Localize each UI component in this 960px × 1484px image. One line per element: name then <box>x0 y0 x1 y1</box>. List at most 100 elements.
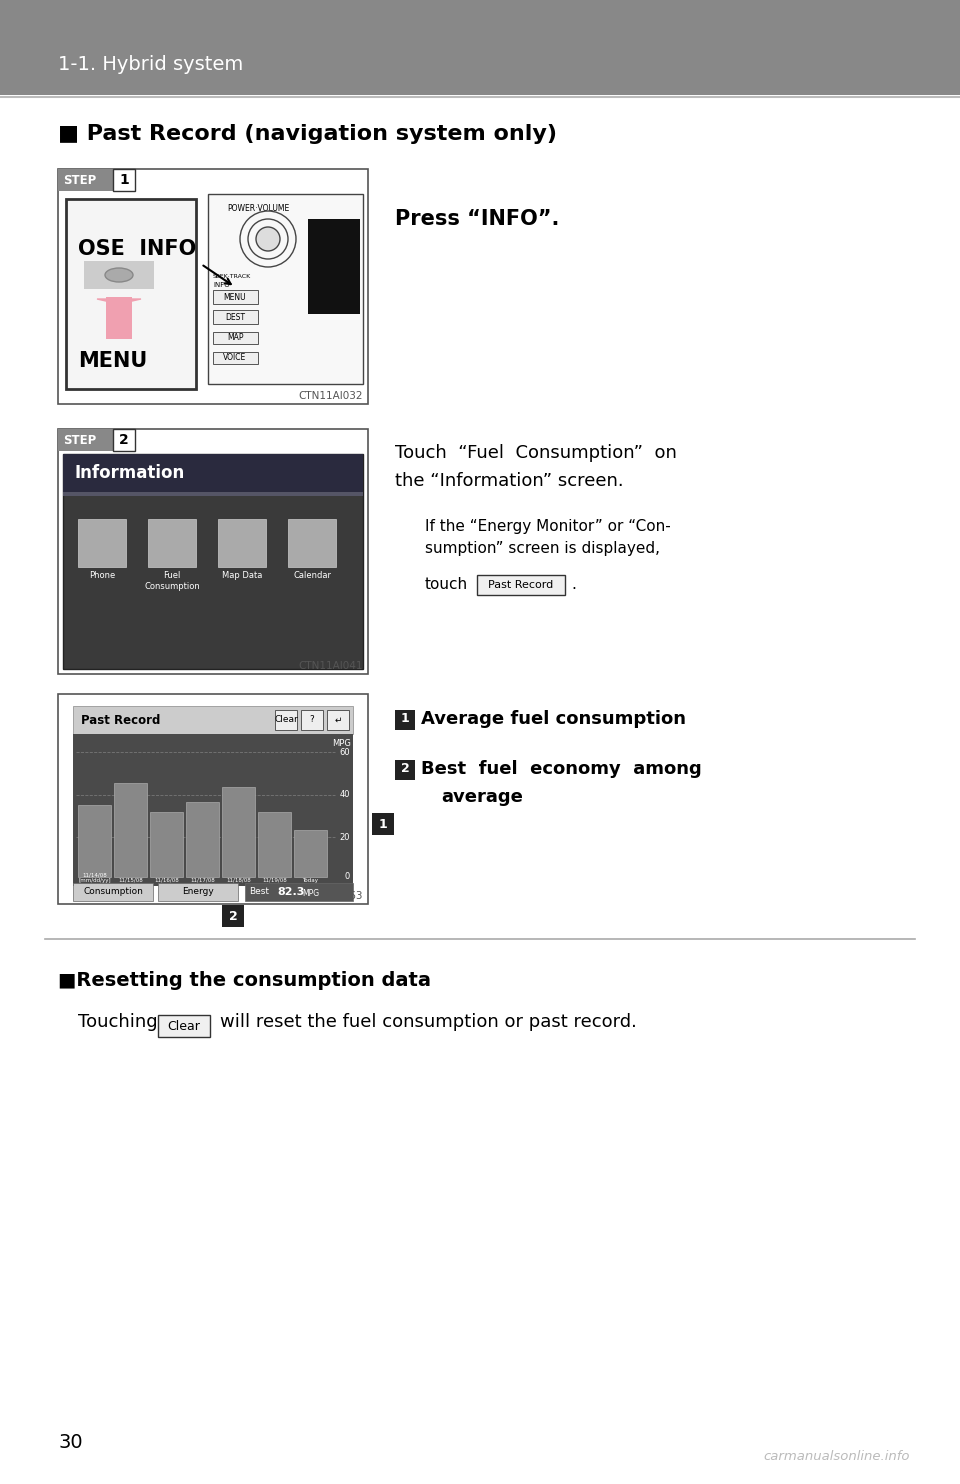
Text: touch: touch <box>425 577 468 592</box>
Text: Information: Information <box>75 464 185 482</box>
Bar <box>288 519 336 567</box>
Bar <box>0 0 960 95</box>
Text: Past Record: Past Record <box>81 714 160 727</box>
Text: 11/18/08: 11/18/08 <box>227 879 251 883</box>
Text: Today: Today <box>302 879 319 883</box>
Bar <box>222 787 255 877</box>
Text: 11/15/08: 11/15/08 <box>118 879 143 883</box>
Bar <box>208 194 363 384</box>
Text: MPG: MPG <box>302 889 319 898</box>
Bar <box>218 519 266 567</box>
Bar <box>63 454 363 669</box>
Text: Clear: Clear <box>168 1020 201 1033</box>
Text: will reset the fuel consumption or past record.: will reset the fuel consumption or past … <box>220 1014 636 1031</box>
Text: DEST: DEST <box>225 313 245 322</box>
Text: ■Resetting the consumption data: ■Resetting the consumption data <box>58 971 431 990</box>
Bar <box>106 297 132 338</box>
Bar <box>308 220 360 315</box>
Bar <box>245 883 353 901</box>
Text: STEP: STEP <box>63 433 96 447</box>
Text: 1: 1 <box>378 818 388 831</box>
Bar <box>63 454 363 493</box>
Text: 1: 1 <box>119 174 129 187</box>
Text: the “Information” screen.: the “Information” screen. <box>395 472 624 490</box>
Bar <box>213 289 258 304</box>
Text: MENU: MENU <box>78 352 147 371</box>
Text: ↵: ↵ <box>334 715 342 724</box>
Text: VOICE: VOICE <box>224 353 247 362</box>
Text: Average fuel consumption: Average fuel consumption <box>421 709 686 729</box>
Text: 2: 2 <box>400 763 409 776</box>
Text: Map Data: Map Data <box>222 571 262 580</box>
Bar <box>158 1015 210 1037</box>
Text: 2: 2 <box>119 433 129 447</box>
Bar <box>78 519 126 567</box>
Text: STEP: STEP <box>63 174 96 187</box>
Text: ?: ? <box>310 715 314 724</box>
Bar <box>186 801 219 877</box>
Text: MAP: MAP <box>227 334 243 343</box>
Text: 30: 30 <box>58 1432 83 1451</box>
Text: 11/14/08
[mm/dd/yy]: 11/14/08 [mm/dd/yy] <box>78 873 110 883</box>
Text: sumption” screen is displayed,: sumption” screen is displayed, <box>425 542 660 556</box>
Bar <box>327 709 349 730</box>
Ellipse shape <box>105 269 133 282</box>
Text: Fuel
Consumption: Fuel Consumption <box>144 571 200 591</box>
Bar <box>395 709 415 730</box>
Text: Energy: Energy <box>182 887 214 896</box>
Text: 20: 20 <box>340 833 350 841</box>
Text: CTN11AI041: CTN11AI041 <box>299 660 363 671</box>
Text: CTN11AI032: CTN11AI032 <box>299 390 363 401</box>
Text: 1-1. Hybrid system: 1-1. Hybrid system <box>58 55 243 74</box>
Text: Best: Best <box>249 887 269 896</box>
Text: ■ Past Record (navigation system only): ■ Past Record (navigation system only) <box>58 125 557 144</box>
Text: Touch  “Fuel  Consumption”  on: Touch “Fuel Consumption” on <box>395 444 677 462</box>
Bar <box>73 735 353 886</box>
Bar <box>148 519 196 567</box>
Bar <box>58 169 113 191</box>
Text: If the “Energy Monitor” or “Con-: If the “Energy Monitor” or “Con- <box>425 519 671 534</box>
Text: Calendar: Calendar <box>293 571 331 580</box>
Text: 11/17/08: 11/17/08 <box>190 879 215 883</box>
Text: Press “INFO”.: Press “INFO”. <box>395 209 560 229</box>
Bar <box>113 169 135 191</box>
Bar <box>213 332 258 344</box>
Bar <box>477 574 565 595</box>
Text: carmanualsonline.info: carmanualsonline.info <box>763 1450 910 1463</box>
Bar <box>113 429 135 451</box>
Bar <box>213 310 258 324</box>
Text: 11/19/08: 11/19/08 <box>262 879 287 883</box>
Bar <box>301 709 323 730</box>
Bar <box>213 352 258 364</box>
Bar <box>372 813 394 835</box>
Text: Best  fuel  economy  among: Best fuel economy among <box>421 760 702 778</box>
Bar <box>58 169 368 404</box>
Text: MPG: MPG <box>332 739 351 748</box>
Circle shape <box>256 227 280 251</box>
Bar <box>58 429 368 674</box>
Text: 2: 2 <box>228 910 237 923</box>
Bar <box>114 784 147 877</box>
Bar <box>222 905 244 928</box>
Text: Consumption: Consumption <box>84 887 143 896</box>
Text: OSE  INFO: OSE INFO <box>78 239 196 260</box>
Text: average: average <box>441 788 523 806</box>
Text: Clear: Clear <box>275 715 298 724</box>
Text: CTN11AI063: CTN11AI063 <box>299 890 363 901</box>
Text: Past Record: Past Record <box>489 580 554 591</box>
Bar <box>66 199 196 389</box>
Text: 60: 60 <box>340 748 350 757</box>
Bar <box>294 830 327 877</box>
Text: Touching: Touching <box>78 1014 157 1031</box>
Bar <box>395 760 415 781</box>
Bar <box>58 695 368 904</box>
Bar <box>158 883 238 901</box>
Bar <box>58 429 113 451</box>
Text: Phone: Phone <box>89 571 115 580</box>
Bar <box>63 493 363 496</box>
Bar <box>78 804 111 877</box>
Bar <box>275 709 297 730</box>
Polygon shape <box>97 298 141 304</box>
Text: 0: 0 <box>345 873 350 881</box>
Text: SEEK·TRACK: SEEK·TRACK <box>213 275 252 279</box>
